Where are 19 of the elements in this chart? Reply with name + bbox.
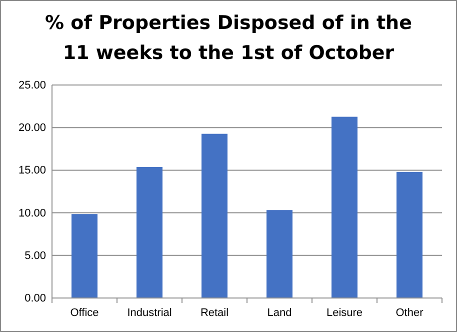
bar xyxy=(332,116,358,298)
y-tick-label: 15.00 xyxy=(18,164,46,177)
y-tick-label: 5.00 xyxy=(24,250,46,262)
bar xyxy=(202,134,228,298)
x-tick-label: Other xyxy=(396,306,424,319)
y-tick-label: 25.00 xyxy=(18,80,46,92)
x-tick-label: Leisure xyxy=(326,306,363,319)
y-tick-label: 0.00 xyxy=(24,292,46,305)
bar xyxy=(266,210,292,298)
y-tick-label: 20.00 xyxy=(18,122,46,134)
x-tick-label: Retail xyxy=(200,306,229,319)
x-tick-label: Office xyxy=(70,306,99,319)
y-tick-label: 10.00 xyxy=(18,207,46,220)
bar xyxy=(72,214,98,298)
bar xyxy=(396,172,422,298)
bar xyxy=(136,166,162,298)
x-tick-label: Industrial xyxy=(127,306,172,319)
chart-title: % of Properties Disposed of in the 11 weeks to the 1st of October xyxy=(45,12,412,64)
x-tick-label: Land xyxy=(267,306,292,319)
